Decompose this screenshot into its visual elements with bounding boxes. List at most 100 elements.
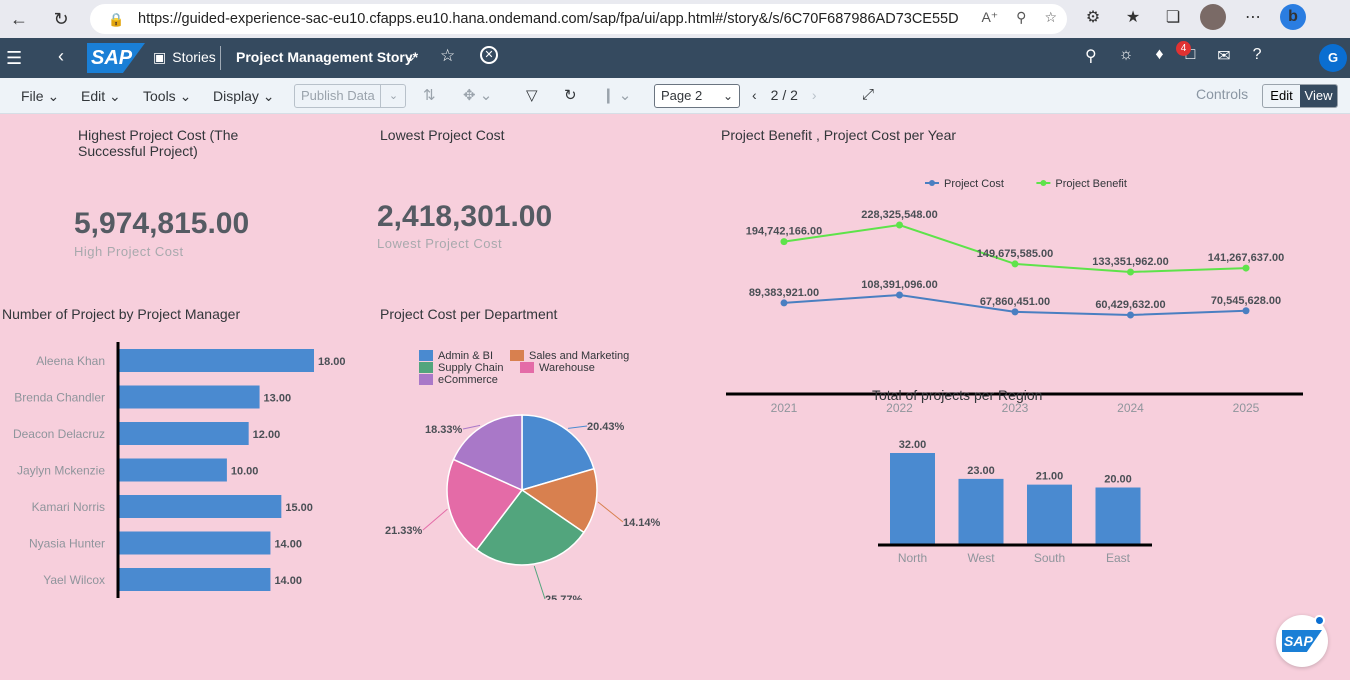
collections-icon[interactable]: ❏ (1165, 9, 1181, 26)
bar-label-1: 13.00 (264, 393, 292, 405)
line-chart[interactable]: Project Cost Project Benefit 89,383,921.00… (720, 170, 1310, 420)
legend-label-0: Project Cost (944, 178, 1004, 190)
kpi-title-lowest: Lowest Project Cost (380, 127, 505, 143)
edit-mode-button[interactable]: Edit (1270, 88, 1293, 103)
address-bar[interactable]: 🔒 https://guided-experience-sac-eu10.cfa… (90, 4, 1067, 34)
leader-line-3 (422, 508, 448, 531)
copilot-icon[interactable]: b (1280, 4, 1306, 30)
chevron-down-icon[interactable]: ⌄ (405, 48, 417, 64)
bar-label-2: 21.00 (1036, 471, 1064, 483)
view-mode-button[interactable]: View (1300, 85, 1337, 107)
tools-menu[interactable]: Tools ⌄ (143, 88, 192, 104)
y-tick-label-4: Kamari Norris (32, 500, 105, 514)
fullscreen-icon[interactable]: ⤢ (862, 86, 875, 103)
refresh-icon[interactable]: ↻ (564, 87, 577, 104)
page-select[interactable]: Page 2 ⌄ (654, 84, 740, 108)
sap-logo[interactable]: SAP (87, 43, 145, 73)
data-point-0-0 (780, 299, 788, 307)
x-tick-label-1: 2022 (886, 401, 913, 415)
y-tick-label-1: Brenda Chandler (14, 391, 105, 405)
vbar-chart[interactable]: 32.00 North 23.00 West 21.00 South 20.00 East (870, 427, 1170, 572)
sap-assistant-logo: SAP (1282, 630, 1322, 652)
x-tick-label-0: 2021 (771, 401, 798, 415)
chart-title-project-manager: Number of Project by Project Manager (2, 306, 241, 322)
publish-data-button[interactable]: Publish Data ⌄ (294, 84, 406, 108)
back-icon[interactable]: ‹ (58, 46, 64, 66)
filter-icon[interactable]: ▽ (526, 87, 538, 104)
bar-3 (1095, 487, 1141, 545)
hierarchy-icon[interactable]: ✥ ⌄ (463, 87, 493, 104)
pie-slice-4 (452, 414, 523, 492)
x-tick-label-2: 2023 (1002, 401, 1029, 415)
bar-label-0: 18.00 (318, 356, 346, 368)
data-point-1-4 (1242, 264, 1250, 272)
bar-label-2: 12.00 (253, 429, 281, 441)
legend-label-4: eCommerce (438, 374, 498, 386)
legend-label-1: Sales and Marketing (529, 350, 629, 362)
legend-label-1: Project Benefit (1055, 178, 1127, 190)
chevron-down-icon[interactable]: ⌄ (380, 85, 406, 107)
chart-title-region: Total of projects per Region (872, 387, 1043, 403)
chart-title-benefit-cost: Project Benefit , Project Cost per Year (721, 127, 957, 143)
favorite-star-icon[interactable]: ☆ (440, 46, 456, 65)
favorite-add-icon[interactable]: ☆ (1044, 9, 1057, 25)
slice-label-1: 14.14% (623, 517, 661, 529)
read-aloud-icon[interactable]: A⁺ (981, 9, 999, 25)
lightbulb-icon[interactable]: ☼ (1118, 46, 1134, 63)
bar-6 (118, 568, 271, 591)
slice-label-4: 18.33% (425, 424, 463, 436)
slice-label-3: 21.33% (385, 525, 423, 537)
data-label-0-3: 60,429,632.00 (1095, 299, 1165, 311)
favorites-icon[interactable]: ★ (1125, 9, 1141, 26)
close-circle-icon[interactable]: ✕ (480, 46, 498, 64)
pie-slice-2 (475, 488, 585, 566)
chat-icon[interactable]: □ (1185, 46, 1196, 63)
bar-5 (118, 531, 271, 555)
assistant-status-dot (1314, 615, 1325, 626)
pie-chart[interactable]: Admin & BI Sales and Marketing Supply Chai… (375, 340, 685, 600)
browser-refresh-icon[interactable]: ↻ (53, 8, 69, 29)
bar-label-4: 15.00 (285, 502, 313, 514)
zoom-icon[interactable]: ⚲ (1016, 9, 1027, 25)
next-page-icon[interactable]: › (811, 87, 817, 103)
feedback-icon[interactable]: ✉ (1217, 48, 1231, 65)
previous-page-icon[interactable]: ‹ (752, 87, 757, 103)
file-menu[interactable]: File ⌄ (21, 88, 60, 104)
lock-icon: 🔒 (108, 12, 125, 27)
data-point-1-2 (1011, 260, 1019, 268)
legend-label-3: Warehouse (539, 362, 595, 374)
bookmark-icon[interactable]: ❙ ⌄ (602, 87, 632, 104)
stories-link[interactable]: ▣ Stories (153, 49, 216, 66)
notification-bell-icon[interactable]: ♦ (1155, 46, 1164, 63)
bar-4 (118, 495, 282, 518)
more-icon[interactable]: ⋯ (1245, 9, 1261, 26)
sort-icon[interactable]: ⇅ (423, 87, 436, 104)
x-tick-label-4: 2025 (1233, 401, 1260, 415)
profile-avatar[interactable] (1200, 4, 1226, 30)
data-point-1-3 (1127, 268, 1134, 276)
browser-back-icon[interactable]: ← (10, 8, 28, 29)
chevron-down-icon: ⌄ (722, 89, 733, 103)
legend-swatch-0 (419, 350, 433, 361)
shell-divider (220, 46, 221, 70)
kpi-subtitle-lowest: Lowest Project Cost (377, 236, 503, 251)
search-icon[interactable]: ⚲ (1085, 48, 1097, 65)
story-title[interactable]: Project Management Story* (236, 49, 419, 65)
data-point-0-4 (1242, 307, 1250, 315)
data-label-1-4: 141,267,637.00 (1208, 252, 1284, 264)
help-icon[interactable]: ? (1252, 46, 1262, 63)
edit-menu-label: Edit (81, 88, 106, 104)
bar-label-3: 10.00 (231, 466, 259, 478)
data-label-0-4: 70,545,628.00 (1211, 295, 1281, 307)
y-tick-label-5: Nyasia Hunter (29, 537, 105, 551)
menu-icon[interactable]: ☰ (6, 48, 23, 68)
extensions-icon[interactable]: ⚙ (1085, 9, 1101, 26)
controls-button[interactable]: Controls (1196, 86, 1249, 102)
story-canvas: Highest Project Cost (The Successful Pro… (0, 115, 1350, 680)
bar-label-5: 14.00 (274, 539, 302, 551)
display-menu[interactable]: Display ⌄ (213, 88, 275, 104)
tools-menu-label: Tools (143, 88, 176, 104)
hbar-chart[interactable]: Aleena Khan 18.00 Brenda Chandler 13.00 Deac… (0, 340, 370, 600)
user-avatar[interactable]: G (1319, 44, 1347, 72)
edit-menu[interactable]: Edit ⌄ (81, 88, 121, 104)
